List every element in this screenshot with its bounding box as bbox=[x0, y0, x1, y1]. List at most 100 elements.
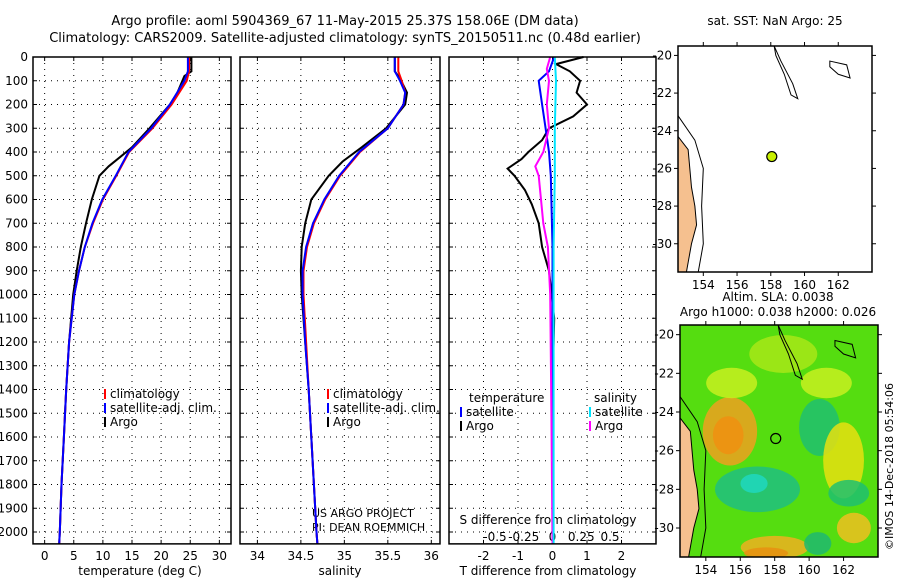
series-line-satellite-adj-clim- bbox=[301, 57, 407, 544]
series-line-argo bbox=[58, 57, 193, 544]
sla-anomaly-patch bbox=[743, 547, 789, 557]
title-line-2: Climatology: CARS2009. Satellite-adjuste… bbox=[49, 31, 641, 46]
australia-land bbox=[680, 416, 700, 557]
x-tick-label: 35 bbox=[337, 549, 352, 563]
lon-tick-label: 154 bbox=[694, 563, 717, 577]
lat-tick-label: -22 bbox=[654, 366, 674, 380]
sla-map-subtitle: Argo h1000: 0.038 h2000: 0.026 bbox=[680, 305, 876, 319]
depth-tick-label: 1200 bbox=[0, 335, 28, 349]
imos-stamp: ©IMOS 14-Dec-2018 05:54:06 bbox=[883, 383, 896, 550]
sla-anomaly-patch bbox=[706, 367, 758, 399]
series-line-s-satellite bbox=[552, 56, 558, 544]
sla-anomaly-patch bbox=[740, 474, 768, 494]
x-tick-label: 25 bbox=[183, 549, 198, 563]
depth-tick-label: 1900 bbox=[0, 501, 28, 515]
depth-tick-label: 400 bbox=[5, 145, 28, 159]
sla-anomaly-patch bbox=[823, 422, 864, 499]
x-tick-label: 35.5 bbox=[374, 549, 401, 563]
legend-label: satellite-adj. clim. bbox=[110, 401, 217, 415]
legend-label: satellite-adj. clim. bbox=[333, 401, 440, 415]
legend-label: Argo bbox=[466, 419, 494, 433]
lon-tick-label: 154 bbox=[692, 278, 715, 292]
depth-tick-label: 1000 bbox=[0, 288, 28, 302]
depth-tick-label: 1500 bbox=[0, 406, 28, 420]
depth-tick-label: 2000 bbox=[0, 525, 28, 539]
temperature-xlabel: temperature (deg C) bbox=[78, 564, 201, 578]
x-tick-label: 0 bbox=[41, 549, 49, 563]
t-diff-xlabel: T difference from climatology bbox=[459, 564, 637, 578]
legend-swatch bbox=[589, 421, 591, 431]
legend-swatch bbox=[327, 417, 329, 427]
depth-tick-label: 500 bbox=[5, 169, 28, 183]
loyalty-islands-contour bbox=[829, 60, 851, 79]
salinity-panel: 34 34.5 35 35.5 36 climatologysatellite-adj. … bbox=[239, 56, 441, 563]
series-line-climatology bbox=[58, 57, 191, 544]
depth-tick-label: 200 bbox=[5, 98, 28, 112]
argo-float-marker bbox=[770, 432, 782, 445]
sla-anomaly-patch bbox=[800, 367, 852, 399]
x-tick-label: 1 bbox=[583, 549, 591, 563]
australia-land bbox=[678, 135, 698, 272]
series-line-argo bbox=[299, 57, 409, 544]
legend-label: satellite bbox=[595, 405, 643, 419]
x2-tick-label: 0.25 bbox=[568, 530, 595, 544]
x-tick-label: 20 bbox=[153, 549, 168, 563]
lon-tick-label: 156 bbox=[729, 563, 752, 577]
lat-tick-label: -26 bbox=[654, 444, 674, 458]
legend-swatch bbox=[104, 389, 106, 399]
depth-tick-label: 1800 bbox=[0, 478, 28, 492]
lat-tick-label: -30 bbox=[652, 237, 672, 251]
depth-tick-label: 800 bbox=[5, 240, 28, 254]
x-tick-label: 15 bbox=[124, 549, 139, 563]
legend-swatch bbox=[460, 407, 462, 417]
lat-tick-label: -24 bbox=[652, 124, 672, 138]
lon-tick-label: 156 bbox=[726, 278, 749, 292]
legend-swatch bbox=[104, 417, 106, 427]
legend-label: satellite bbox=[466, 405, 514, 419]
shelf-contour bbox=[678, 115, 704, 272]
sla-anomaly-patch bbox=[712, 416, 744, 455]
depth-tick-label: 1300 bbox=[0, 359, 28, 373]
argo-float-marker bbox=[766, 150, 778, 163]
lon-tick-label: 158 bbox=[759, 278, 782, 292]
plot-frame bbox=[448, 56, 657, 545]
x-tick-label: -1 bbox=[512, 549, 524, 563]
legend-swatch bbox=[589, 407, 591, 417]
x-tick-label: 36 bbox=[424, 549, 439, 563]
new-caledonia-contour bbox=[773, 46, 799, 100]
shelf-contour bbox=[680, 396, 707, 557]
x-tick-label: 30 bbox=[212, 549, 227, 563]
x2-tick-label: -0.25 bbox=[508, 530, 539, 544]
project-credit: US ARGO PROJECT bbox=[312, 507, 414, 520]
depth-tick-label: 900 bbox=[5, 264, 28, 278]
x2-tick-label: 0.5 bbox=[600, 530, 619, 544]
lon-tick-label: 162 bbox=[827, 278, 850, 292]
title-line-1: Argo profile: aoml 5904369_67 11-May-201… bbox=[111, 14, 578, 29]
sla-anomaly-patch bbox=[836, 512, 871, 544]
depth-tick-label: 1400 bbox=[0, 383, 28, 397]
depth-tick-label: 0 bbox=[20, 50, 28, 64]
new-caledonia-contour bbox=[777, 325, 804, 381]
lat-tick-label: -26 bbox=[652, 161, 672, 175]
x-tick-label: 0 bbox=[549, 549, 557, 563]
legend-heading-temperature: temperature bbox=[469, 391, 544, 405]
x-tick-label: 34 bbox=[250, 549, 265, 563]
legend-label: Argo bbox=[333, 415, 361, 429]
lat-tick-label: -28 bbox=[652, 199, 672, 213]
x2-tick-label: -0.5 bbox=[483, 530, 506, 544]
sst-map: 154 156 158 160 162 -20 -22 -24 -26 -28 -30 bbox=[652, 42, 876, 292]
legend-swatch bbox=[460, 421, 462, 431]
sla-anomaly-patch bbox=[749, 335, 818, 373]
map-area bbox=[680, 325, 878, 557]
depth-tick-label: 100 bbox=[5, 74, 28, 88]
x-tick-label: -2 bbox=[478, 549, 490, 563]
series-line-t-argo bbox=[506, 56, 589, 544]
legend-label: Argo bbox=[110, 415, 138, 429]
map-area bbox=[678, 46, 851, 272]
series-line-s-argo bbox=[534, 56, 554, 544]
legend-label: climatology bbox=[333, 387, 403, 401]
plot-frame bbox=[32, 56, 232, 545]
plot-frame bbox=[239, 56, 441, 545]
